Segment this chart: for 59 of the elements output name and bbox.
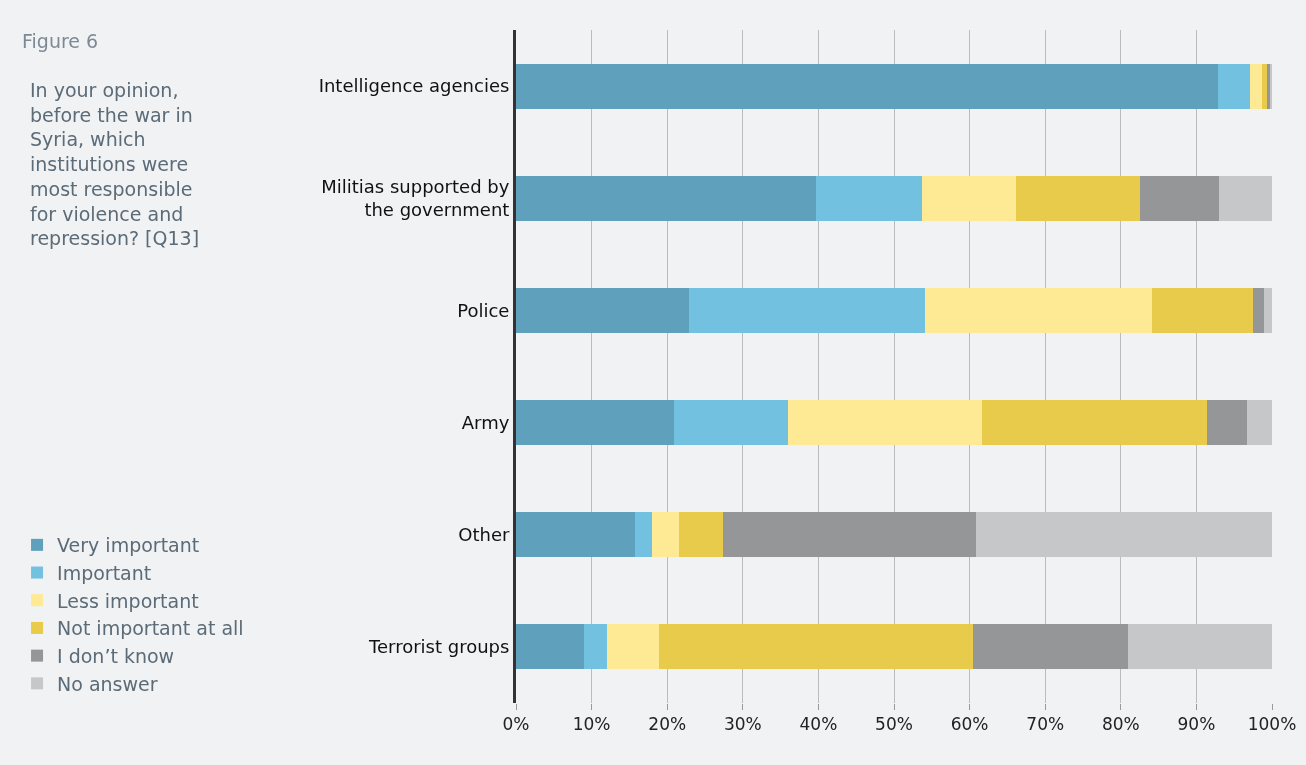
x-tick-label: 0%	[502, 714, 530, 735]
text: In your opinion, before the war in Syria, which institutions were most responsible for violence and repression? [Q13]	[30, 79, 200, 250]
bar	[921, 175, 1017, 221]
bar	[1151, 287, 1254, 333]
bar	[1250, 63, 1263, 109]
bar	[584, 624, 608, 670]
bar	[925, 287, 1152, 333]
y-tick-label: Intelligence agencies	[318, 75, 510, 97]
y-tick-label: Police	[457, 299, 510, 321]
bar	[516, 287, 690, 333]
x-tick-label: 40%	[799, 714, 838, 735]
bar	[652, 512, 679, 558]
bar	[976, 512, 1272, 558]
y-tick-label: Terrorist groups	[368, 636, 510, 658]
bar	[516, 624, 585, 670]
bar	[723, 512, 977, 558]
legend-label: Less important	[57, 589, 199, 612]
bar	[1127, 624, 1272, 670]
x-tick-label: 60%	[950, 714, 989, 735]
bar	[1016, 175, 1140, 221]
bar	[788, 400, 982, 446]
bar	[635, 512, 653, 558]
x-tick-label: 70%	[1026, 714, 1065, 735]
x-tick-label: 80%	[1101, 714, 1140, 735]
bar	[516, 512, 636, 558]
bar	[1247, 400, 1272, 446]
bar	[972, 624, 1128, 670]
bar	[981, 400, 1207, 446]
legend-label: No answer	[57, 672, 158, 695]
bar	[1139, 175, 1220, 221]
bar	[1217, 63, 1251, 109]
x-tick-label: 90%	[1177, 714, 1216, 735]
x-tick-label: 20%	[648, 714, 687, 735]
y-tick-label: Army	[461, 411, 510, 433]
bar	[516, 63, 1218, 109]
x-tick-label: 50%	[875, 714, 913, 735]
bar	[1219, 175, 1272, 221]
x-tick-label: 10%	[572, 714, 611, 735]
bar	[607, 624, 659, 670]
bar	[516, 175, 817, 221]
bar	[689, 287, 925, 333]
y-tick-label: Other	[458, 524, 510, 546]
bar	[678, 512, 724, 558]
bar	[1262, 63, 1267, 109]
legend-label: Important	[57, 561, 152, 584]
legend-label: Not important at all	[57, 617, 244, 640]
bar	[1263, 287, 1272, 333]
bar	[816, 175, 922, 221]
bar	[516, 400, 674, 446]
bar	[674, 400, 789, 446]
bar	[1206, 400, 1248, 446]
legend-label: I don’t know	[57, 645, 175, 668]
text: Figure 6	[22, 29, 99, 52]
y-tick-label: Militias supported by the government	[321, 175, 510, 221]
bar	[1253, 287, 1264, 333]
x-tick-label: 30%	[723, 714, 762, 735]
bar	[658, 624, 973, 670]
x-tick-label: 100%	[1247, 714, 1297, 735]
legend-label: Very important	[57, 534, 200, 557]
